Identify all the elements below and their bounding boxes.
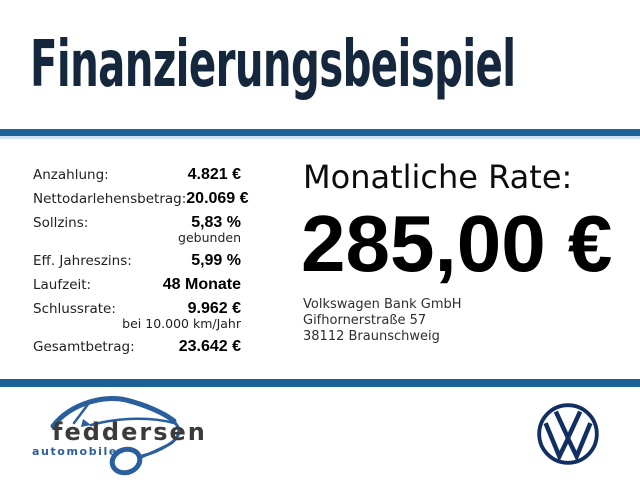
fact-note: gebunden — [178, 230, 241, 245]
fact-value: 23.642 € — [178, 338, 241, 355]
table-row: Schlussrate: 9.962 € bei 10.000 km/Jahr — [33, 301, 241, 331]
table-row: Anzahlung: 4.821 € — [33, 166, 241, 184]
fact-value: 9.962 € — [187, 300, 241, 317]
fact-label: Sollzins: — [33, 215, 89, 231]
fact-label: Gesamtbetrag: — [33, 339, 135, 355]
fact-value: 4.821 € — [187, 166, 241, 183]
fact-label: Nettodarlehensbetrag: — [33, 191, 187, 207]
monthly-rate-value: 285,00 € — [301, 199, 613, 288]
fact-value: 5,99 % — [191, 252, 241, 269]
bank-address: Volkswagen Bank GmbH Gifhornerstraße 57 … — [303, 297, 462, 345]
fact-value: 20.069 € — [186, 190, 249, 207]
header-divider-highlight — [0, 136, 640, 139]
fact-label: Laufzeit: — [33, 277, 92, 293]
table-row: Eff. Jahreszins: 5,99 % — [33, 252, 241, 270]
bank-name: Volkswagen Bank GmbH — [303, 297, 462, 312]
table-row: Gesamtbetrag: 23.642 € — [33, 338, 241, 356]
footer-divider-bar — [0, 379, 640, 387]
table-row: Nettodarlehensbetrag: 20.069 € — [33, 191, 249, 208]
feddersen-car-icon — [50, 395, 181, 476]
bank-street: Gifhornerstraße 57 — [303, 313, 427, 328]
dealer-subtitle-text: automobile — [32, 445, 118, 458]
dealer-logo: feddersen automobile — [32, 395, 207, 476]
fact-label: Schlussrate: — [33, 301, 116, 317]
table-row: Sollzins: 5,83 % gebunden — [33, 215, 241, 245]
fact-value: 48 Monate — [162, 276, 241, 293]
table-row: Laufzeit: 48 Monate — [33, 276, 241, 294]
dealer-name-text: feddersen — [52, 418, 207, 446]
financing-facts-table: Anzahlung: 4.821 € Nettodarlehensbetrag:… — [33, 166, 249, 363]
fact-label: Anzahlung: — [33, 167, 109, 183]
header-divider-bar — [0, 129, 640, 136]
bank-city: 38112 Braunschweig — [303, 329, 440, 344]
fact-note: bei 10.000 km/Jahr — [122, 316, 241, 331]
page-title: Finanzierungsbeispiel — [30, 28, 516, 102]
vw-logo-icon — [537, 403, 599, 465]
monthly-rate-label: Monatliche Rate: — [303, 158, 573, 196]
fact-value: 5,83 % — [191, 214, 241, 231]
fact-label: Eff. Jahreszins: — [33, 253, 132, 269]
